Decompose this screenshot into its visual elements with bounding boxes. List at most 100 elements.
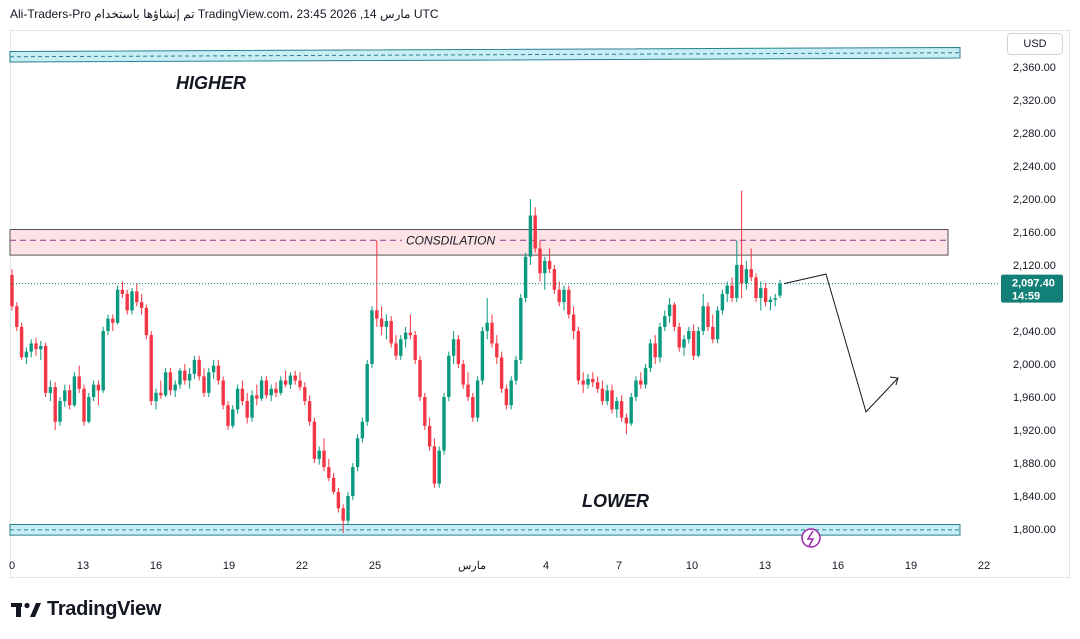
candle-body: [701, 306, 705, 331]
candle-body: [471, 397, 475, 418]
candle-body: [351, 467, 355, 496]
higher-zone-midline: [9, 52, 961, 58]
candle-body: [375, 310, 379, 319]
consolidation-label-bg: [402, 232, 500, 248]
candle-body: [394, 343, 398, 356]
time-tick-label: مارس: [458, 560, 486, 572]
candle-body: [759, 288, 763, 298]
candle-body: [658, 326, 662, 358]
candle-body: [101, 331, 105, 391]
candle-body: [480, 331, 485, 381]
price-tick-label: 2,320.00: [1013, 95, 1056, 107]
candle-body: [120, 289, 125, 294]
candle-body: [163, 372, 168, 396]
candle-body: [317, 450, 321, 459]
currency-button[interactable]: USD: [1007, 33, 1063, 55]
candle-body: [461, 364, 465, 385]
candle-body: [744, 269, 749, 284]
candle-body: [283, 380, 288, 385]
price-chart[interactable]: HIGHER LOWER CONSDILATION 2,360.00 2,320.00 2…: [0, 0, 1080, 580]
candle-body: [763, 288, 768, 303]
candle-body: [19, 326, 24, 358]
candle-body: [605, 390, 609, 402]
candle-body: [403, 332, 408, 340]
candle-body: [144, 307, 149, 336]
candle-body: [346, 496, 350, 521]
candle-body: [504, 388, 509, 406]
time-tick-label: 0: [9, 560, 15, 572]
candle-body: [456, 339, 461, 364]
candle-body: [10, 274, 14, 307]
candle-body: [130, 291, 134, 311]
candle-body: [331, 477, 336, 492]
projection-arrowhead: [889, 376, 899, 386]
candle-body: [562, 289, 566, 303]
candle-body: [312, 421, 317, 459]
candle-body: [341, 508, 345, 521]
candle-body: [778, 283, 782, 296]
candle-body: [696, 331, 701, 356]
price-tick-label: 1,920.00: [1013, 425, 1056, 437]
candle-body: [442, 397, 446, 451]
candle-body: [216, 365, 221, 381]
time-tick-label: 16: [150, 560, 162, 572]
candle-body: [245, 401, 249, 418]
candle-body: [682, 339, 686, 348]
higher-zone: [9, 46, 961, 63]
candle-body: [648, 343, 653, 369]
candle-body: [226, 405, 230, 426]
candle-body: [523, 256, 528, 298]
candle-body: [735, 265, 739, 298]
candle-body: [725, 285, 729, 294]
candle-body: [72, 376, 77, 406]
time-tick-label: 25: [369, 560, 381, 572]
candle-body: [298, 380, 302, 388]
candle-body: [139, 302, 144, 308]
projection-path: [783, 273, 899, 413]
candle-body: [43, 345, 48, 393]
time-tick-label: 13: [759, 560, 771, 572]
candle-body: [379, 318, 384, 327]
candle-body: [557, 289, 561, 303]
candle-body: [720, 293, 725, 311]
candle-body: [115, 289, 120, 323]
candle-body: [322, 450, 326, 468]
author-name: Ali-Traders-Pro: [10, 7, 91, 21]
candle-body: [547, 260, 552, 270]
candle-body: [187, 373, 192, 381]
candle-body: [495, 343, 499, 358]
candle-body: [221, 380, 225, 406]
time-tick-label: 19: [905, 560, 917, 572]
candle-body: [168, 372, 173, 391]
candle-body: [739, 265, 744, 284]
site-name: TradingView.com: [197, 7, 290, 21]
candle-body: [447, 355, 451, 397]
candle-body: [552, 269, 557, 290]
price-tick-label: 2,240.00: [1013, 161, 1056, 173]
candle-body: [490, 322, 494, 344]
candle-body: [667, 304, 672, 317]
candle-body: [643, 368, 648, 385]
candle-body: [211, 365, 216, 373]
price-tick-label: 2,120.00: [1013, 260, 1056, 272]
candle-body: [34, 343, 38, 350]
time-tick-label: 10: [686, 560, 698, 572]
candle-body: [571, 314, 576, 331]
candle-body: [307, 401, 312, 422]
candle-body: [619, 401, 624, 418]
candle-body: [82, 388, 86, 422]
candle-body: [67, 390, 72, 406]
tradingview-logo[interactable]: TradingView: [11, 598, 161, 621]
tradingview-logo-icon: [11, 602, 41, 617]
candle-body: [586, 378, 590, 385]
candle-body: [231, 409, 235, 426]
candle-body: [173, 384, 177, 391]
candle-body: [514, 359, 518, 381]
candle-body: [360, 421, 365, 439]
candle-body: [207, 372, 211, 393]
candle-body: [264, 380, 269, 396]
candle-body: [259, 380, 264, 399]
candle-body: [183, 370, 187, 381]
candle-body: [711, 326, 715, 340]
candle-body: [423, 397, 427, 426]
